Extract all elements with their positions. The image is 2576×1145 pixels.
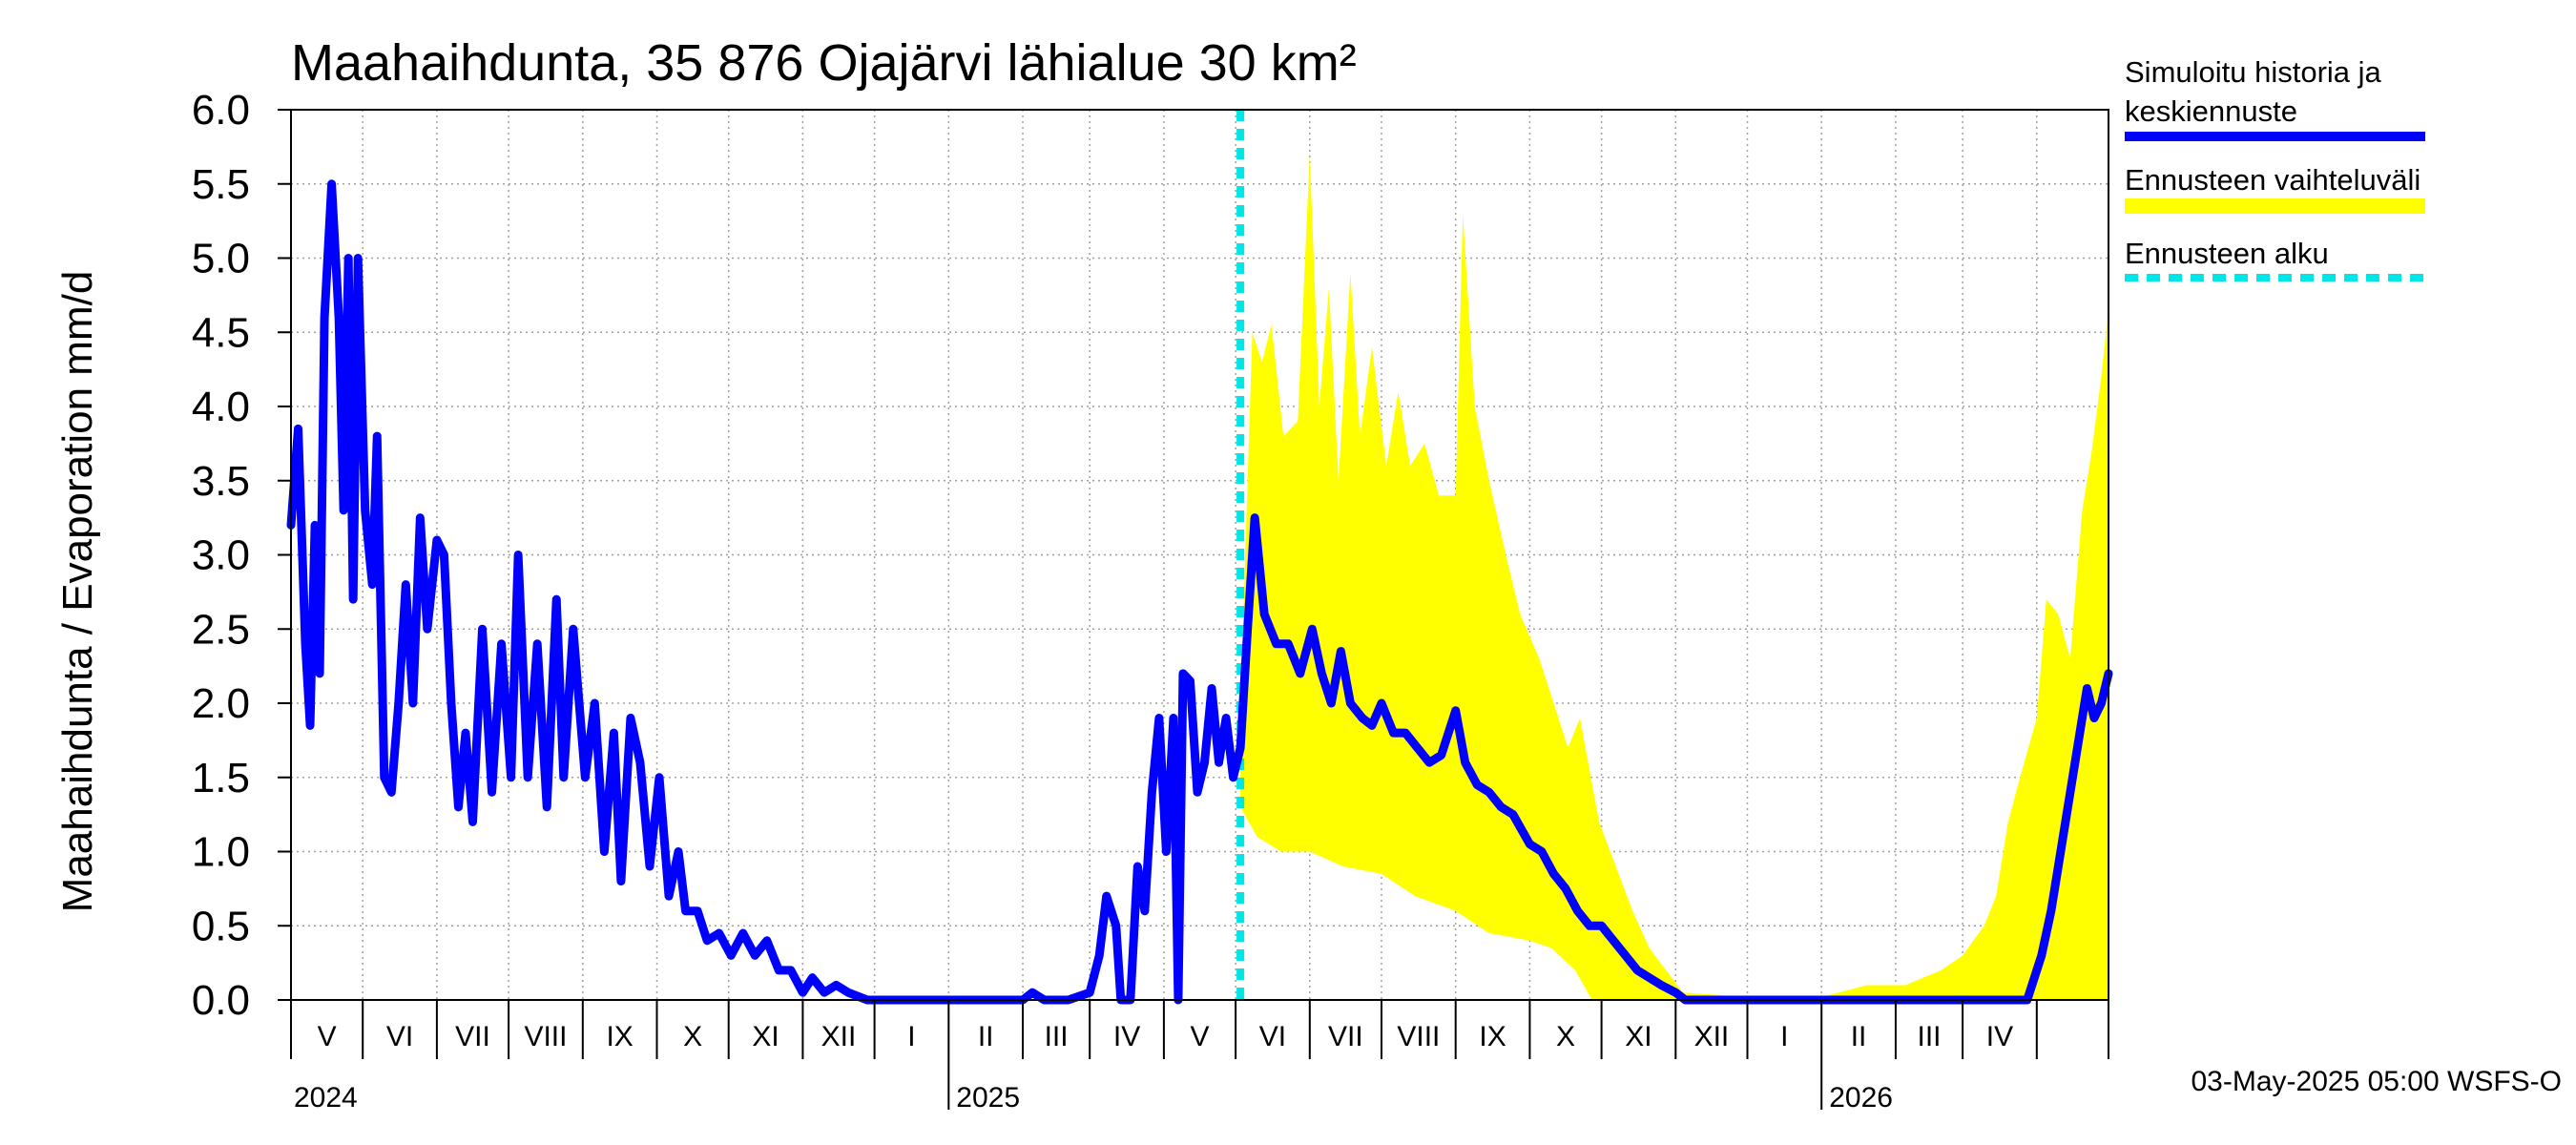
- month-label: IV: [1986, 1021, 2013, 1052]
- chart-title: Maahaihdunta, 35 876 Ojajärvi lähialue 3…: [291, 34, 1357, 92]
- y-tick-label: 4.5: [192, 309, 250, 356]
- y-tick-label: 2.5: [192, 606, 250, 653]
- y-tick-label: 4.0: [192, 384, 250, 430]
- month-label: VI: [1259, 1021, 1286, 1052]
- month-label: VII: [1328, 1021, 1363, 1052]
- month-label: VIII: [1397, 1021, 1440, 1052]
- month-label: III: [1917, 1021, 1941, 1052]
- year-label: 2024: [294, 1082, 358, 1114]
- month-label: IX: [1479, 1021, 1506, 1052]
- y-tick-label: 0.5: [192, 903, 250, 949]
- legend-start-label: Ennusteen alku: [2125, 237, 2329, 270]
- month-label: XII: [821, 1021, 857, 1052]
- month-label: X: [683, 1021, 702, 1052]
- month-label: III: [1045, 1021, 1069, 1052]
- y-tick-label: 1.0: [192, 829, 250, 876]
- y-axis-label: Maahaihdunta / Evaporation mm/d: [54, 271, 101, 913]
- month-label: V: [1190, 1021, 1209, 1052]
- x-axis: V VI VII VIII IX X XI XII I II III IV V VI VII VIII IX X X…: [290, 1000, 2109, 1114]
- month-label: VI: [386, 1021, 413, 1052]
- y-tick-label: 2.0: [192, 680, 250, 727]
- year-label: 2026: [1829, 1082, 1893, 1114]
- month-label: I: [1780, 1021, 1788, 1052]
- month-label: XI: [752, 1021, 779, 1052]
- y-axis-ticks: 0.0 0.5 1.0 1.5 2.0 2.5 3.0 3.5 4.0 4.5 5.0 5.5 6.0: [192, 87, 291, 1024]
- month-label: V: [318, 1021, 337, 1052]
- forecast-range-layer: [1240, 154, 2109, 1000]
- y-tick-label: 3.5: [192, 458, 250, 505]
- y-tick-label: 0.0: [192, 977, 250, 1024]
- month-label: II: [978, 1021, 994, 1052]
- forecast-range-band: [1240, 154, 2109, 1000]
- legend-history-label-1: Simuloitu historia ja: [2125, 55, 2382, 89]
- history-series-line: [286, 179, 2113, 1005]
- y-tick-label: 5.5: [192, 161, 250, 208]
- y-tick-label: 5.0: [192, 236, 250, 282]
- month-label: IX: [606, 1021, 633, 1052]
- month-label: VII: [455, 1021, 490, 1052]
- legend-history-label-2: keskiennuste: [2125, 94, 2297, 128]
- year-label: 2025: [956, 1082, 1020, 1114]
- legend: Simuloitu historia ja keskiennuste Ennus…: [2125, 55, 2425, 281]
- month-label: I: [907, 1021, 915, 1052]
- month-label: II: [1851, 1021, 1867, 1052]
- y-tick-label: 6.0: [192, 87, 250, 134]
- timestamp-footer: 03-May-2025 05:00 WSFS-O: [2192, 1066, 2563, 1097]
- y-tick-label: 3.0: [192, 532, 250, 579]
- month-label: VIII: [524, 1021, 567, 1052]
- month-label: IV: [1113, 1021, 1140, 1052]
- month-label: XI: [1625, 1021, 1652, 1052]
- month-label: X: [1556, 1021, 1575, 1052]
- history-line-layer: [286, 179, 2113, 1005]
- y-tick-label: 1.5: [192, 755, 250, 802]
- month-label: XII: [1694, 1021, 1730, 1052]
- legend-range-label: Ennusteen vaihteluväli: [2125, 163, 2420, 197]
